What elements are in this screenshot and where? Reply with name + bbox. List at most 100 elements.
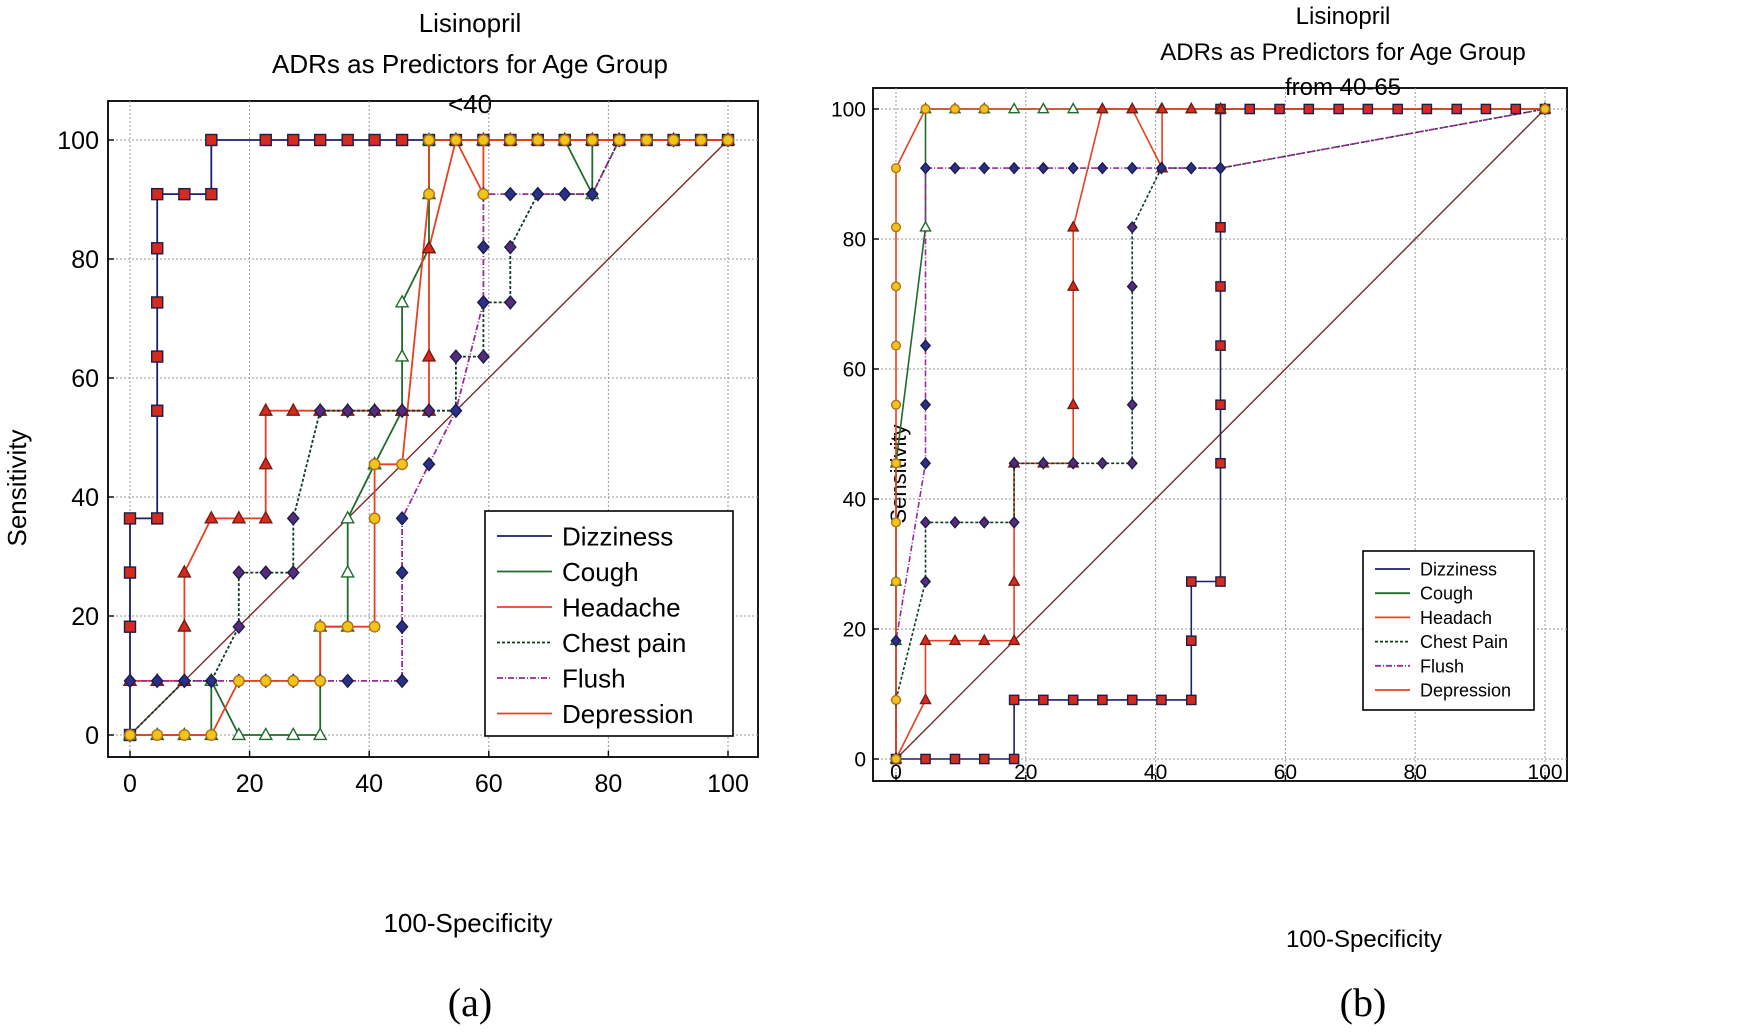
chart-a-point-dizziness [205,187,218,201]
chart-a-legend-label-flush: Flush [562,663,626,693]
chart-b-y-tick-label: 20 [843,618,866,641]
chart-a-point-dizziness [151,512,164,525]
chart-a-point-dizziness [341,133,354,147]
chart-b-point-flush [949,161,961,175]
chart-a-x-tick-label: 60 [475,770,503,798]
chart-b-point-headach [978,633,991,646]
chart-b-point-dizziness [1185,635,1197,646]
chart-a-series-line-depression [130,139,728,736]
chart-a-point-depression [613,134,626,146]
chart-b-point-headach [948,633,962,646]
chart-b-point-chest-pain [1008,456,1020,470]
chart-a-x-tick-label: 40 [355,770,383,798]
chart-b-y-tick-label: 40 [843,488,866,511]
chart-b-point-depression [890,340,902,351]
chart-b-point-headach [1185,102,1198,114]
chart-b-point-chest-pain [1037,456,1049,470]
chart-a-point-headache [258,402,273,416]
chart-b-point-dizziness [1215,221,1226,233]
chart-a-point-headache [421,348,437,362]
chart-b-point-dizziness [920,753,931,765]
chart-a-y-tick-label: 0 [85,722,99,750]
chart-a-point-chest-pain [368,403,382,419]
chart-b-point-dizziness [1038,694,1049,706]
chart-b-point-flush [1096,161,1108,175]
chart-b-point-depression [890,517,902,528]
chart-b-point-chest-pain [1126,398,1138,412]
chart-a-point-depression [531,134,544,146]
chart-b-point-flush [1067,161,1079,175]
chart-b-point-flush [890,634,902,648]
chart-b-series-markers-depression [890,103,1551,765]
chart-a-point-headache [231,510,247,524]
chart-a-point-dizziness [368,133,381,147]
chart-b-point-depression [1539,103,1551,115]
chart-b-point-dizziness [1156,694,1167,706]
chart-a-ylabel: Sensitivity [2,429,32,546]
chart-a-y-tick-label: 100 [57,127,99,155]
chart-b-point-flush [1126,161,1138,175]
chart-a-point-cough [231,726,247,741]
chart-b-xlabel: 100-Specificity [1286,926,1442,953]
chart-a-point-cough [340,510,355,524]
chart-a-point-dizziness [287,133,300,147]
chart-a: Lisinopril ADRs as Predictors for Age Gr… [2,8,759,1025]
chart-b-x-tick-label: 80 [1404,761,1427,784]
chart-b-point-chest-pain [920,575,932,588]
chart-a-plot-frame [107,100,759,758]
chart-b-point-dizziness [1510,103,1522,115]
chart-a-point-depression [695,134,708,146]
chart-b-x-tick-label: 100 [1527,761,1562,784]
chart-b-point-chest-pain [978,516,990,529]
chart-a-legend-label-chest-pain: Chest pain [562,628,686,658]
chart-a-caption: (a) [448,980,492,1025]
chart-a-point-depression [423,188,435,201]
chart-b-point-depression [890,694,902,705]
chart-b-point-chest-pain [1126,220,1138,234]
chart-a-y-tick-label: 20 [71,603,99,631]
chart-b-x-tick-label: 20 [1014,761,1037,784]
chart-a-title-line-1: Lisinopril [419,8,522,38]
chart-a-point-cough [394,348,410,362]
chart-b-point-dizziness [949,753,961,765]
chart-a-point-depression [151,729,164,741]
chart-a-point-dizziness [259,133,272,147]
chart-a-point-cough [258,726,273,741]
chart-b-point-headach [1066,220,1080,232]
chart-a-point-cough [312,726,328,741]
chart-a-point-depression [423,134,435,146]
chart-b-point-headach [1155,102,1169,114]
chart-a-point-flush [585,186,599,202]
chart-b-point-dizziness [1362,103,1374,115]
chart-b-point-flush [1185,161,1197,175]
chart-a-point-flush [558,186,572,202]
chart-b-point-cough [1066,102,1080,114]
chart-a-point-chest-pain [286,511,300,526]
chart-a-point-depression [640,134,653,146]
chart-a-point-flush [123,673,137,689]
chart-a-legend-label-depression: Depression [562,699,694,729]
chart-a-point-depression [368,620,381,633]
chart-b-point-dizziness [1185,694,1197,706]
chart-a-y-tick-label: 40 [71,484,99,512]
chart-b-series-line-flush [895,108,1546,759]
chart-a-point-dizziness [123,512,137,525]
chart-a-point-chest-pain [313,403,327,419]
chart-b-legend-label-cough: Cough [1420,584,1473,604]
chart-a-point-dizziness [151,242,164,255]
chart-b-point-dizziness [1303,103,1315,115]
chart-b-point-dizziness [1451,103,1463,115]
chart-a-point-depression [722,134,734,146]
chart-b-title-line-2: ADRs as Predictors for Age Group [1160,39,1525,66]
chart-a-point-dizziness [151,404,164,417]
chart-a-point-flush [503,186,517,202]
chart-b-point-dizziness [1215,457,1226,469]
chart-a-x-tick-label: 80 [594,770,622,798]
chart-a-point-depression [558,134,571,146]
chart-a-series-markers-depression [124,134,734,741]
chart-a-point-chest-pain [395,403,409,419]
chart-a-point-depression [449,134,462,146]
chart-a-point-chest-pain [476,349,490,364]
chart-a-point-cough [340,564,355,578]
